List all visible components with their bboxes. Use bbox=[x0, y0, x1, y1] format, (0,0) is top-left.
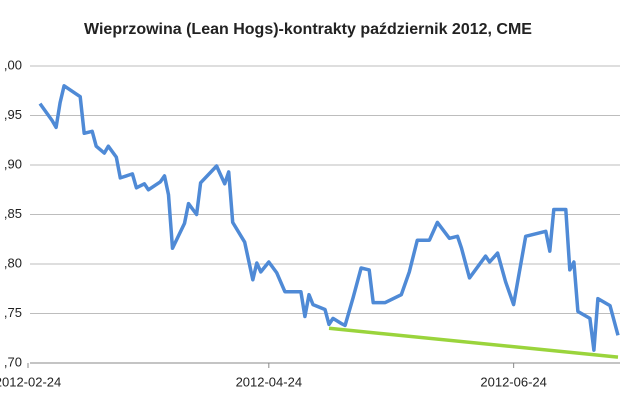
data-line bbox=[38, 84, 620, 352]
x-tick-label: 2012-06-24 bbox=[480, 374, 547, 389]
y-tick-label: ,75 bbox=[4, 305, 22, 320]
y-tick-label: ,00 bbox=[4, 57, 22, 72]
y-tick-label: ,95 bbox=[4, 107, 22, 122]
y-tick-label: ,80 bbox=[4, 255, 22, 270]
y-tick-label: ,70 bbox=[4, 354, 22, 369]
chart-title: Wieprzowina (Lean Hogs)-kontrakty paździ… bbox=[84, 21, 532, 38]
data-line bbox=[328, 326, 619, 359]
x-tick-label: 2012-04-24 bbox=[236, 374, 303, 389]
x-tick-label: 2012-02-24 bbox=[0, 374, 61, 389]
y-tick-label: ,85 bbox=[4, 206, 22, 221]
y-tick-label: ,90 bbox=[4, 156, 22, 171]
